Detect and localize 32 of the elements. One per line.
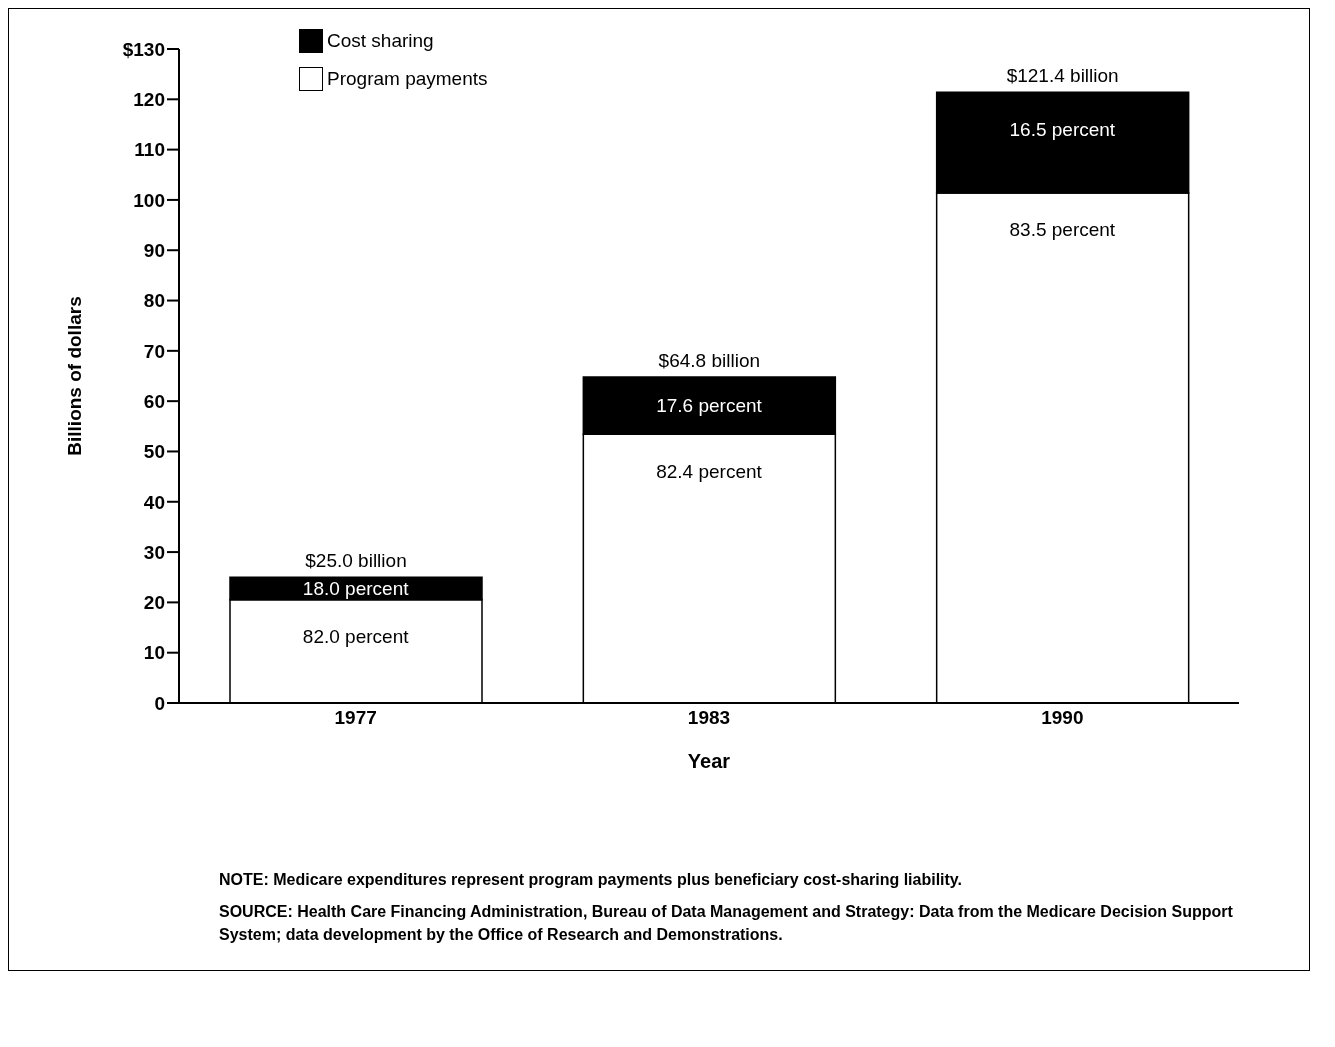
- y-tick-label: 30: [143, 541, 165, 563]
- x-tick-label: 1983: [687, 707, 731, 729]
- total-label: $25.0 billion: [305, 550, 407, 572]
- total-label: $121.4 billion: [1006, 65, 1119, 87]
- annotation: 16.5 percent: [1009, 118, 1116, 140]
- y-tick-label: 90: [143, 239, 165, 261]
- y-tick-label: 0: [154, 692, 165, 714]
- y-tick-label: $130: [122, 38, 165, 60]
- y-axis-title: Billions of dollars: [63, 296, 85, 456]
- x-tick-label: 1977: [334, 707, 377, 729]
- y-tick-label: 40: [143, 491, 165, 513]
- legend-label: Cost sharing: [327, 30, 434, 52]
- x-tick-label: 1990: [1041, 707, 1084, 729]
- x-axis-title: Year: [687, 750, 731, 772]
- annotation: 18.0 percent: [302, 578, 410, 600]
- y-tick-label: 110: [134, 139, 165, 161]
- annotation: 17.6 percent: [656, 395, 763, 417]
- legend-label: Program payments: [327, 68, 488, 90]
- annotation: 82.0 percent: [302, 626, 410, 648]
- y-tick-label: 100: [133, 189, 165, 211]
- source-note: SOURCE: Health Care Financing Administration, Bureau of Data Management and Strategy: Data from the Medicare Decision Support System; data development by the Office of Research and Demonstrations.: [219, 902, 1234, 945]
- text: NOTE: Medicare expenditures represent program payments plus beneficiary cost-sharing liability.: [219, 870, 964, 890]
- annotation: 83.5 percent: [1009, 219, 1116, 241]
- y-tick-label: 120: [133, 89, 165, 111]
- y-tick-label: 80: [143, 290, 165, 312]
- total-label: $64.8 billion: [658, 350, 761, 372]
- y-tick-label: 70: [143, 340, 165, 362]
- y-tick-label: 20: [143, 592, 165, 614]
- y-tick-label: 50: [143, 441, 165, 463]
- annotation: 82.4 percent: [656, 460, 763, 482]
- y-tick-label: 60: [143, 390, 165, 412]
- y-tick-label: 10: [143, 642, 165, 664]
